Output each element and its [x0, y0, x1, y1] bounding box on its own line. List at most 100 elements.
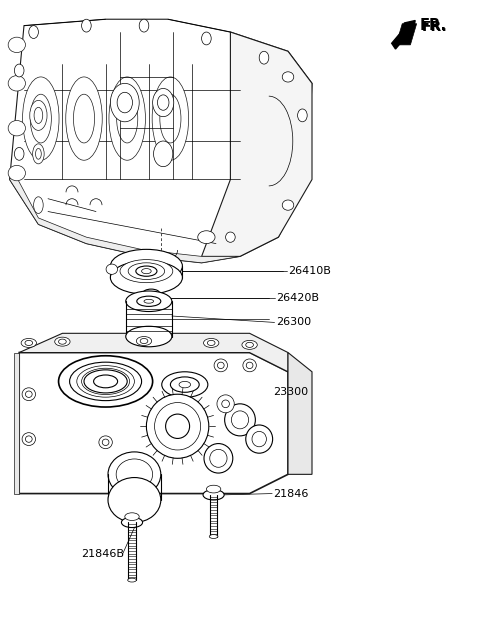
Ellipse shape [162, 372, 208, 397]
Ellipse shape [298, 109, 307, 122]
Ellipse shape [246, 362, 253, 369]
Ellipse shape [152, 77, 189, 160]
Polygon shape [14, 353, 19, 494]
Ellipse shape [34, 197, 43, 213]
Ellipse shape [22, 388, 36, 401]
Text: 26420B: 26420B [276, 293, 319, 303]
Ellipse shape [209, 535, 218, 538]
Ellipse shape [142, 269, 151, 274]
Text: 21846: 21846 [274, 488, 309, 499]
Ellipse shape [157, 95, 169, 110]
Ellipse shape [66, 77, 102, 160]
Ellipse shape [23, 77, 59, 160]
Ellipse shape [121, 517, 143, 528]
Ellipse shape [207, 340, 215, 345]
Ellipse shape [8, 165, 25, 181]
Ellipse shape [139, 19, 149, 32]
Ellipse shape [30, 101, 47, 130]
Ellipse shape [143, 289, 160, 298]
Ellipse shape [25, 391, 32, 397]
Ellipse shape [198, 231, 215, 244]
Ellipse shape [128, 263, 165, 279]
Ellipse shape [59, 356, 153, 407]
Ellipse shape [140, 338, 148, 344]
Ellipse shape [144, 299, 154, 303]
Ellipse shape [217, 395, 234, 413]
Ellipse shape [143, 298, 160, 307]
Ellipse shape [29, 26, 38, 38]
Ellipse shape [25, 340, 33, 345]
Ellipse shape [82, 19, 91, 32]
Polygon shape [19, 353, 288, 494]
Ellipse shape [203, 490, 224, 500]
Ellipse shape [59, 339, 66, 344]
Text: FR.: FR. [421, 20, 447, 34]
Ellipse shape [210, 449, 227, 467]
Ellipse shape [153, 88, 174, 117]
Ellipse shape [282, 72, 294, 82]
Ellipse shape [116, 459, 153, 490]
Ellipse shape [214, 359, 228, 372]
Ellipse shape [110, 249, 182, 283]
Ellipse shape [126, 291, 172, 312]
Ellipse shape [22, 433, 36, 445]
Ellipse shape [33, 144, 44, 164]
Text: 21846B: 21846B [81, 549, 124, 560]
Ellipse shape [94, 375, 118, 388]
Ellipse shape [259, 51, 269, 64]
Ellipse shape [55, 337, 70, 346]
Ellipse shape [246, 342, 253, 347]
Ellipse shape [117, 92, 132, 113]
Ellipse shape [102, 439, 109, 445]
Ellipse shape [160, 94, 181, 143]
Ellipse shape [282, 200, 294, 210]
Ellipse shape [206, 485, 221, 493]
Ellipse shape [222, 400, 229, 408]
Ellipse shape [137, 296, 161, 306]
Text: 26300: 26300 [276, 317, 311, 328]
Ellipse shape [99, 436, 112, 449]
Ellipse shape [217, 362, 224, 369]
FancyArrow shape [392, 21, 415, 49]
Ellipse shape [8, 37, 25, 53]
Ellipse shape [70, 362, 142, 401]
Ellipse shape [108, 452, 161, 497]
Ellipse shape [179, 381, 191, 388]
Polygon shape [396, 24, 417, 45]
Ellipse shape [146, 394, 209, 458]
Ellipse shape [109, 77, 145, 160]
Polygon shape [19, 333, 288, 372]
Polygon shape [10, 173, 240, 263]
Ellipse shape [110, 261, 182, 294]
Ellipse shape [136, 337, 152, 345]
Ellipse shape [8, 121, 25, 136]
Ellipse shape [126, 326, 172, 347]
Ellipse shape [145, 295, 157, 301]
Text: FR.: FR. [420, 18, 447, 33]
Polygon shape [10, 19, 312, 263]
Ellipse shape [155, 403, 201, 450]
Ellipse shape [36, 149, 41, 159]
Ellipse shape [243, 359, 256, 372]
Ellipse shape [14, 147, 24, 160]
Ellipse shape [226, 232, 235, 242]
Ellipse shape [154, 141, 173, 167]
Ellipse shape [225, 404, 255, 436]
Ellipse shape [246, 425, 273, 453]
Ellipse shape [21, 338, 36, 347]
Ellipse shape [252, 431, 266, 447]
Ellipse shape [14, 64, 24, 77]
Ellipse shape [8, 76, 25, 91]
Ellipse shape [231, 411, 249, 429]
Ellipse shape [84, 370, 127, 393]
Ellipse shape [110, 83, 139, 122]
Ellipse shape [106, 264, 118, 274]
Ellipse shape [120, 260, 173, 283]
Polygon shape [202, 32, 312, 256]
Ellipse shape [73, 94, 95, 143]
Ellipse shape [136, 266, 157, 276]
Text: 26410B: 26410B [288, 266, 331, 276]
Ellipse shape [170, 377, 199, 392]
Text: 23300: 23300 [274, 387, 309, 397]
Ellipse shape [30, 94, 51, 143]
